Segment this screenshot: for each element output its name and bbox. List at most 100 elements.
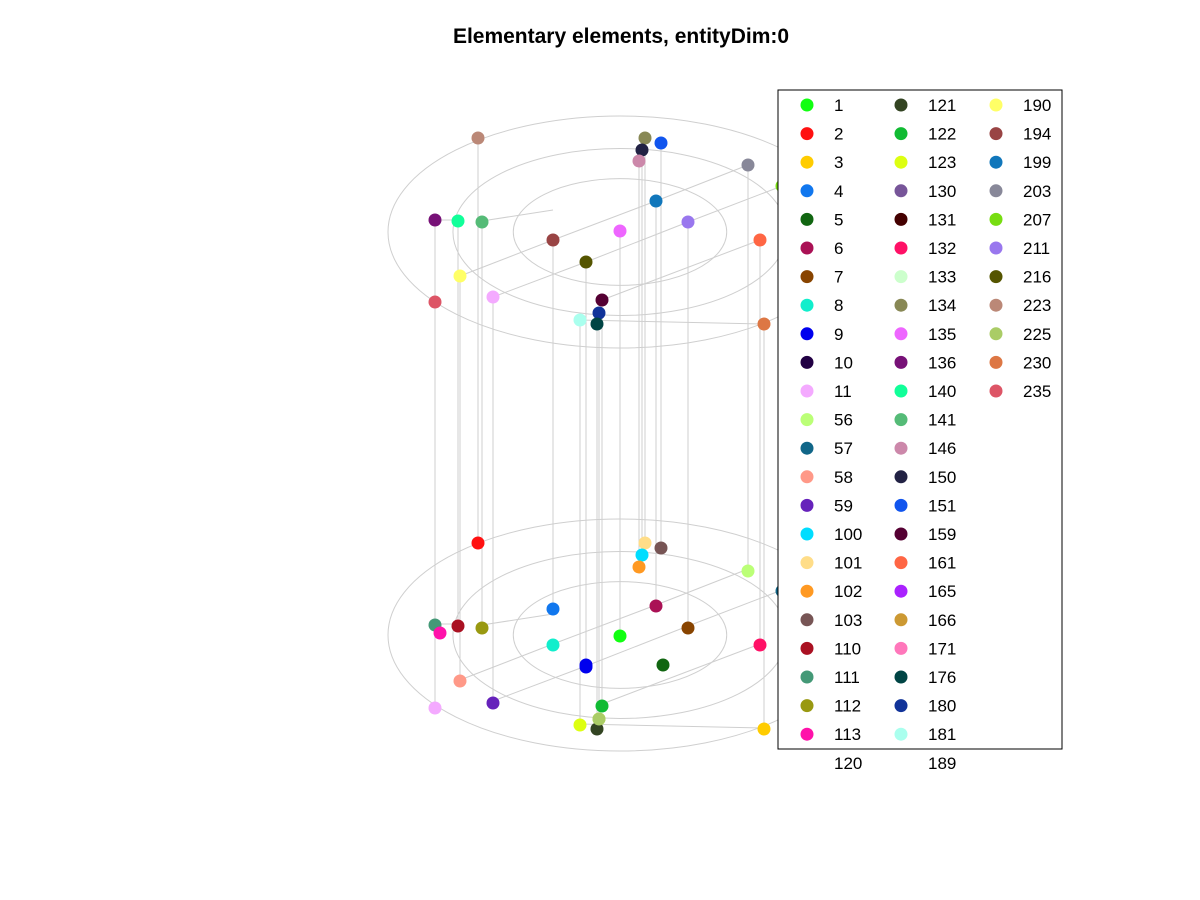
- legend-label: 189: [928, 754, 956, 773]
- legend-label: 171: [928, 639, 956, 658]
- legend-marker: [800, 327, 814, 341]
- data-point-bottom: [681, 621, 695, 635]
- legend-marker: [800, 155, 814, 169]
- legend-marker: [894, 184, 908, 198]
- legend-marker: [800, 441, 814, 455]
- legend-marker: [894, 212, 908, 226]
- legend-marker: [989, 298, 1003, 312]
- data-point-top: [546, 233, 560, 247]
- legend-marker: [989, 184, 1003, 198]
- legend-marker: [989, 241, 1003, 255]
- legend-label: 101: [834, 554, 862, 573]
- legend-marker: [800, 699, 814, 713]
- legend: 1234567891011565758591001011021031101111…: [800, 96, 1051, 773]
- data-point-bottom: [471, 536, 485, 550]
- data-point-top: [595, 293, 609, 307]
- chart-title: Elementary elements, entityDim:0: [453, 25, 789, 48]
- legend-marker: [800, 527, 814, 541]
- legend-label: 161: [928, 554, 956, 573]
- data-point-bottom: [741, 564, 755, 578]
- data-point-top: [573, 313, 587, 327]
- legend-label: 8: [834, 296, 843, 315]
- legend-marker: [989, 327, 1003, 341]
- legend-label: 120: [834, 754, 862, 773]
- legend-label: 10: [834, 353, 853, 372]
- legend-label: 102: [834, 582, 862, 601]
- data-point-bottom: [595, 699, 609, 713]
- legend-label: 136: [928, 353, 956, 372]
- legend-marker: [894, 327, 908, 341]
- legend-marker: [800, 241, 814, 255]
- legend-label: 56: [834, 411, 853, 430]
- data-point-top: [486, 290, 500, 304]
- legend-label: 9: [834, 325, 843, 344]
- data-point-bottom: [475, 621, 489, 635]
- data-point-bottom: [649, 599, 663, 613]
- legend-marker: [800, 184, 814, 198]
- legend-label: 165: [928, 582, 956, 601]
- legend-marker: [894, 613, 908, 627]
- legend-marker: [800, 384, 814, 398]
- legend-marker: [989, 212, 1003, 226]
- legend-marker: [894, 641, 908, 655]
- legend-marker: [894, 98, 908, 112]
- data-point-bottom: [546, 638, 560, 652]
- legend-marker: [894, 527, 908, 541]
- legend-label: 132: [928, 239, 956, 258]
- data-point-bottom: [638, 536, 652, 550]
- legend-label: 140: [928, 382, 956, 401]
- legend-label: 166: [928, 611, 956, 630]
- data-point-top: [757, 317, 771, 331]
- mesh-edge: [492, 665, 587, 702]
- legend-label: 146: [928, 439, 956, 458]
- mesh-edge: [585, 221, 689, 263]
- legend-marker: [894, 498, 908, 512]
- legend-label: 150: [928, 468, 956, 487]
- mesh-edge: [687, 589, 783, 627]
- legend-label: 58: [834, 468, 853, 487]
- legend-marker: [894, 727, 908, 741]
- legend-label: 225: [1023, 325, 1051, 344]
- legend-marker: [800, 641, 814, 655]
- legend-marker: [989, 355, 1003, 369]
- legend-label: 122: [928, 125, 956, 144]
- data-point-top: [635, 143, 649, 157]
- legend-label: 207: [1023, 210, 1051, 229]
- legend-marker: [894, 241, 908, 255]
- legend-marker: [800, 556, 814, 570]
- data-point-top: [590, 317, 604, 331]
- mesh-edge: [481, 613, 554, 626]
- mesh-edge: [601, 643, 761, 705]
- data-point-bottom: [757, 722, 771, 736]
- data-point-bottom: [453, 674, 467, 688]
- data-point-top: [428, 295, 442, 309]
- legend-label: 103: [834, 611, 862, 630]
- legend-label: 2: [834, 125, 843, 144]
- legend-label: 7: [834, 268, 843, 287]
- mesh-edge: [492, 261, 587, 298]
- legend-marker: [894, 670, 908, 684]
- legend-label: 3: [834, 153, 843, 172]
- mesh-edge: [601, 239, 761, 301]
- legend-marker: [800, 670, 814, 684]
- legend-label: 194: [1023, 125, 1051, 144]
- legend-marker: [894, 384, 908, 398]
- legend-marker: [894, 699, 908, 713]
- data-point-bottom: [613, 629, 627, 643]
- legend-marker: [894, 355, 908, 369]
- legend-label: 134: [928, 296, 956, 315]
- legend-label: 135: [928, 325, 956, 344]
- data-point-bottom: [451, 619, 465, 633]
- legend-marker: [800, 212, 814, 226]
- data-point-top: [632, 154, 646, 168]
- legend-label: 159: [928, 525, 956, 544]
- legend-label: 59: [834, 496, 853, 515]
- data-point-bottom: [486, 696, 500, 710]
- data-point-bottom: [428, 701, 442, 715]
- legend-box: [777, 89, 1063, 750]
- data-point-bottom: [546, 602, 560, 616]
- data-point-top: [471, 131, 485, 145]
- mesh-edge: [655, 164, 749, 202]
- legend-label: 112: [834, 697, 861, 716]
